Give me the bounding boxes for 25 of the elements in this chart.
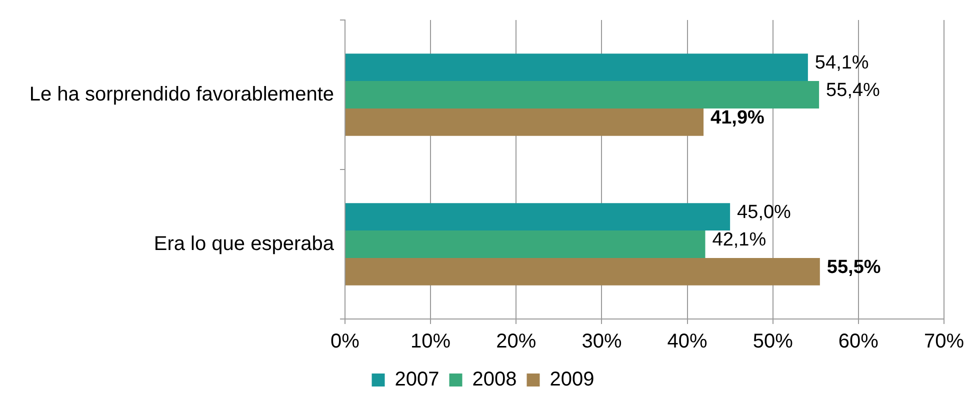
- x-tick-label: 60%: [838, 330, 879, 353]
- data-label: 55,5%: [826, 256, 881, 278]
- x-tick-label: 50%: [752, 330, 794, 353]
- data-label: 55,4%: [826, 80, 880, 101]
- data-label: 42,1%: [712, 229, 766, 250]
- legend-label: 2007: [394, 368, 440, 391]
- legend-label: 2008: [472, 368, 517, 391]
- x-tick-label: 10%: [410, 330, 451, 353]
- x-tick-label: 20%: [496, 330, 536, 353]
- y-tick-label: Era lo que esperaba: [154, 232, 335, 255]
- bar: [346, 258, 820, 286]
- bar: [346, 54, 808, 82]
- x-tick-label: 40%: [667, 330, 708, 353]
- y-tick-label: Le ha sorprendido favorablemente: [29, 83, 334, 106]
- bar: [346, 203, 730, 231]
- bar: [346, 108, 704, 136]
- bar: [346, 81, 820, 108]
- data-label: 41,9%: [710, 107, 765, 128]
- data-label: 45,0%: [737, 202, 792, 224]
- x-tick-label: 70%: [924, 330, 964, 353]
- bar: [346, 230, 706, 258]
- legend-label: 2009: [550, 368, 594, 391]
- x-tick-label: 30%: [582, 330, 622, 353]
- data-label: 54,1%: [814, 52, 869, 74]
- x-tick-label: 0%: [330, 330, 360, 353]
